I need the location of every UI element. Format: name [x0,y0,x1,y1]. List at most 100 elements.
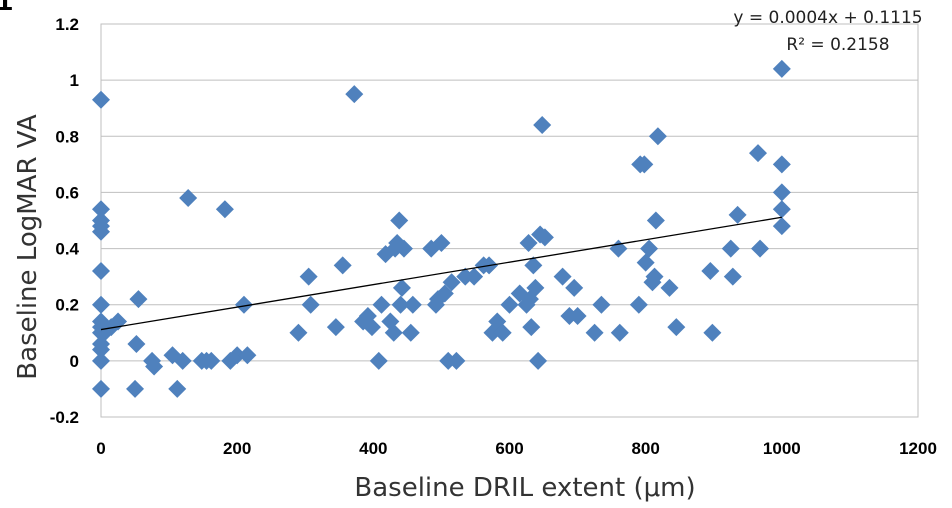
x-axis-title: Baseline DRIL extent (μm) [354,473,695,503]
data-point-marker [234,295,253,314]
data-point-marker [660,278,679,297]
data-point-marker [326,318,345,337]
data-point-marker [390,211,409,230]
data-point-marker [648,127,667,146]
y-tick-label: 1.2 [55,15,79,34]
data-point-marker [301,295,320,314]
y-tick-label: 0.8 [55,127,79,146]
data-points [92,59,791,398]
data-point-marker [403,295,422,314]
data-point-marker [772,183,791,202]
y-tick-label: 0.6 [55,183,79,202]
data-point-marker [723,267,742,286]
data-point-marker [667,318,686,337]
data-point-marker [92,90,110,109]
data-point-marker [92,200,110,219]
data-point-marker [432,233,451,252]
data-point-marker [392,278,411,297]
data-point-marker [772,200,791,219]
x-tick-label: 200 [223,439,251,458]
data-point-marker [145,357,164,376]
data-point-marker [442,273,461,292]
data-point-marker [749,144,768,163]
data-point-marker [701,262,720,281]
x-tick-label: 1000 [763,439,801,458]
data-point-marker [610,323,629,342]
x-tick-label: 600 [495,439,523,458]
y-tick-labels: -0.2 0 0.2 0.4 0.6 0.8 1 1.2 [50,15,80,427]
data-point-marker [129,290,148,309]
data-point-marker [369,351,388,370]
data-point-marker [529,351,548,370]
data-point-marker [401,323,420,342]
data-point-marker [173,351,192,370]
data-point-marker [92,351,110,370]
data-point-marker [565,278,584,297]
y-tick-label: 0 [70,352,79,371]
data-point-marker [772,155,791,174]
data-point-marker [394,239,413,258]
data-point-marker [646,211,665,230]
data-point-marker [127,335,146,354]
y-tick-label: 0.4 [55,240,79,259]
r-squared-annotation: R² = 0.2158 [786,35,889,55]
equation-annotation: y = 0.0004x + 0.1115 [733,8,922,28]
data-point-marker [635,155,654,174]
data-point-marker [215,200,234,219]
data-point-marker [535,228,554,247]
data-point-marker [447,351,466,370]
data-point-marker [703,323,722,342]
data-point-marker [228,346,247,365]
data-point-marker [640,239,659,258]
data-point-marker [751,239,770,258]
data-point-marker [553,267,572,286]
data-point-marker [391,295,410,314]
plot-area-frame [100,23,919,418]
data-point-marker [92,222,110,241]
data-point-marker [92,295,110,314]
data-point-marker [500,295,519,314]
data-point-marker [202,351,221,370]
x-tick-label: 400 [359,439,387,458]
data-point-marker [585,323,604,342]
y-tick-label: -0.2 [50,408,79,427]
data-point-marker [289,323,308,342]
data-point-marker [533,116,552,135]
x-tick-label: 800 [631,439,659,458]
panel-label: 1 [0,0,13,17]
data-point-marker [126,379,145,398]
data-point-marker [526,278,545,297]
data-point-marker [522,318,541,337]
y-tick-label: 0.2 [55,296,79,315]
data-point-marker [168,379,187,398]
data-point-marker [179,189,198,208]
x-tick-labels: 0 200 400 600 800 1000 1200 [96,439,937,458]
data-point-marker [299,267,318,286]
data-point-marker [645,267,664,286]
data-point-marker [384,323,403,342]
data-point-marker [362,318,381,337]
data-point-marker [333,256,352,275]
data-point-marker [772,59,791,78]
data-point-marker [519,233,538,252]
data-point-marker [493,323,512,342]
data-point-marker [465,267,484,286]
data-point-marker [238,346,257,365]
data-point-marker [345,85,364,104]
data-point-marker [568,306,587,325]
data-point-marker [435,284,454,303]
data-point-marker [629,295,648,314]
x-tick-label: 0 [96,439,105,458]
y-tick-label: 1 [70,71,79,90]
data-point-marker [592,295,611,314]
data-point-marker [721,239,740,258]
gridlines [101,23,918,418]
data-point-marker [609,239,628,258]
data-point-marker [636,253,655,272]
y-axis-title: Baseline LogMAR VA [13,114,43,380]
data-point-marker [524,256,543,275]
data-point-marker [772,217,791,236]
data-point-marker [92,340,110,359]
data-point-marker [372,295,391,314]
